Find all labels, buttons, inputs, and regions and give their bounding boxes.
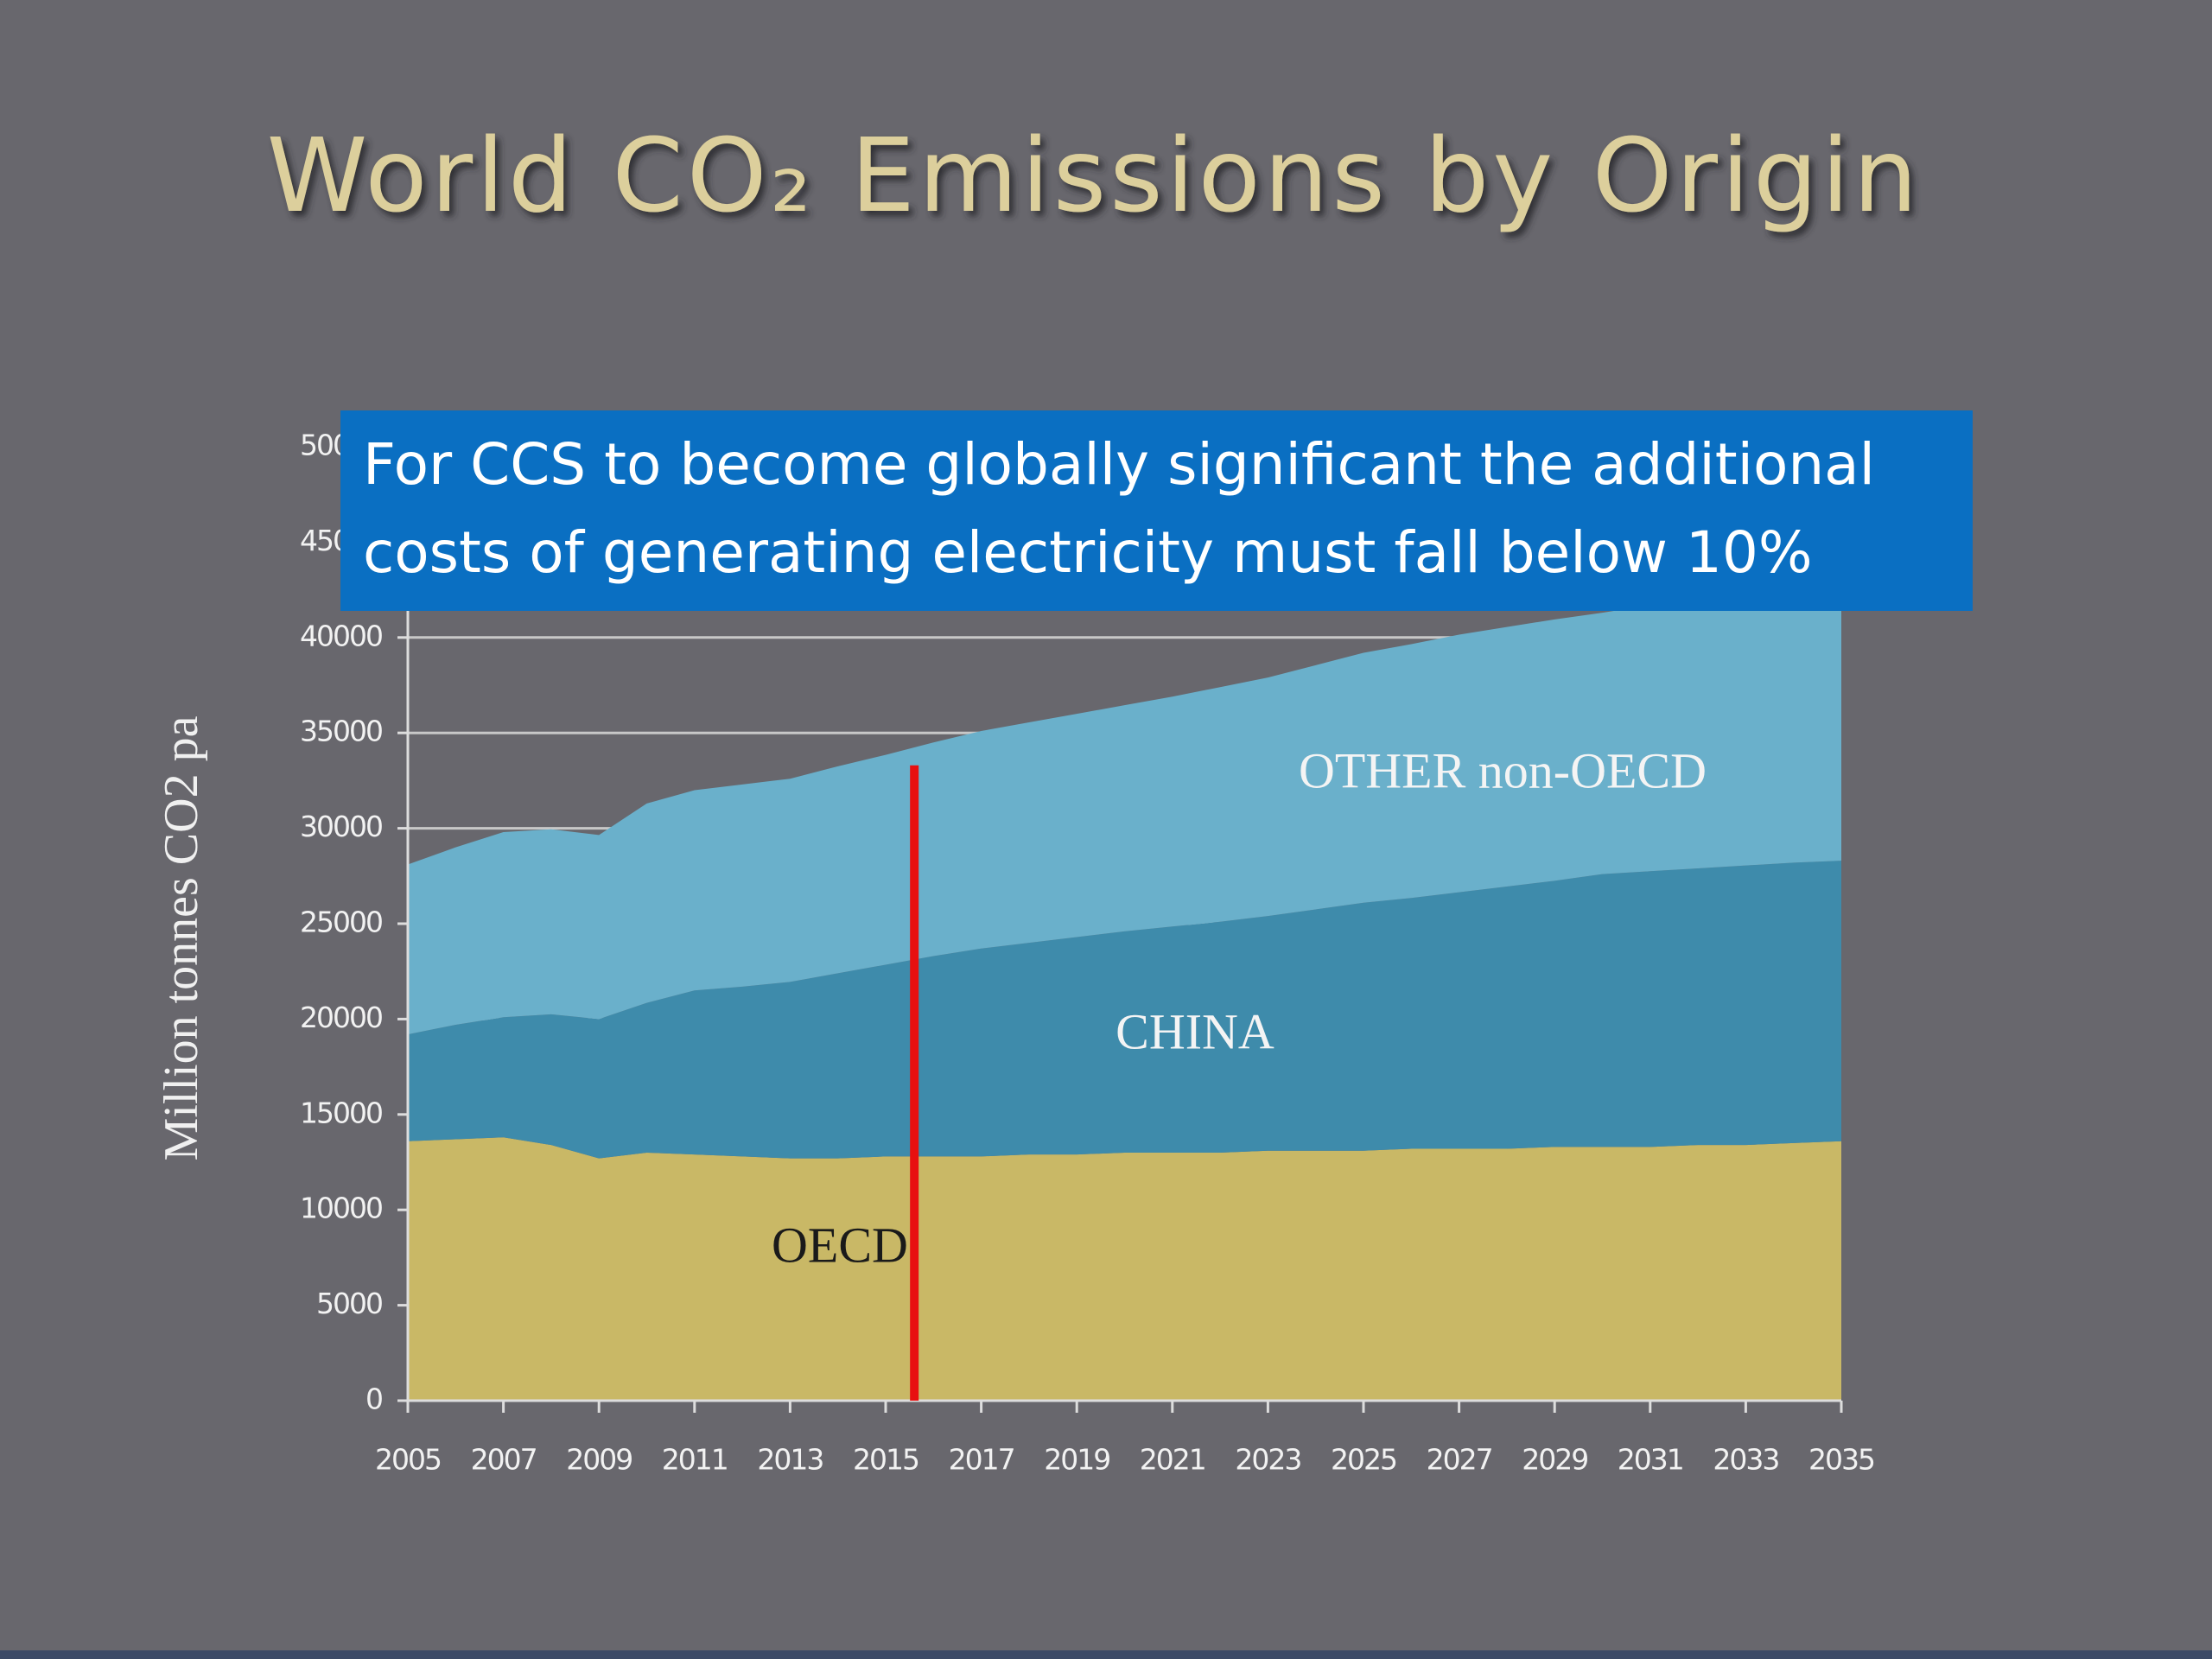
series-label: OECD [772, 1217, 908, 1273]
y-tick-label: 0 [365, 1382, 382, 1416]
x-tick-label: 2011 [662, 1443, 728, 1477]
x-tick-label: 2021 [1140, 1443, 1205, 1477]
x-tick-label: 2027 [1427, 1443, 1492, 1477]
x-tick-label: 2019 [1044, 1443, 1109, 1477]
slide-title: World CO₂ Emissions by Origin [267, 116, 1922, 235]
y-tick-label: 10000 [300, 1192, 382, 1225]
x-tick-label: 2015 [853, 1443, 918, 1477]
area [408, 576, 1841, 1035]
x-tick-label: 2007 [471, 1443, 537, 1477]
y-tick-label: 30000 [300, 810, 382, 843]
plot: 0 5000 10000 15000 20000 25000 30000 35000 40000… [300, 429, 1876, 1477]
y-tick-label: 25000 [300, 906, 382, 939]
series-label: CHINA [1116, 1003, 1274, 1059]
x-tick-label: 2017 [949, 1443, 1014, 1477]
x-tick-label: 2023 [1235, 1443, 1300, 1477]
callout-line: costs of generating electricity must fal… [363, 519, 1813, 586]
y-tick-label: 20000 [300, 1001, 382, 1034]
area [408, 861, 1841, 1159]
y-axis-label: Million tonnes CO2 pa [155, 715, 208, 1160]
x-tick-label: 2029 [1522, 1443, 1587, 1477]
x-tick-label: 2033 [1713, 1443, 1778, 1477]
x-tick-label: 2005 [375, 1443, 441, 1477]
callout-box [340, 410, 1973, 611]
bottom-strip [0, 1650, 2212, 1659]
area [408, 1137, 1841, 1401]
callout-line: For CCS to become globally significant t… [363, 431, 1875, 498]
y-tick-label: 40000 [300, 619, 382, 652]
y-tick-label: 5000 [316, 1287, 382, 1320]
x-tick-label: 2031 [1618, 1443, 1683, 1477]
x-tick-label: 2009 [566, 1443, 632, 1477]
x-tick-label: 2013 [757, 1443, 823, 1477]
series-label: OTHER non-OECD [1299, 742, 1707, 798]
y-tick-label: 35000 [300, 715, 382, 748]
y-tick-label: 15000 [300, 1096, 382, 1129]
x-tick-label: 2025 [1331, 1443, 1396, 1477]
x-tick-label: 2035 [1808, 1443, 1874, 1477]
